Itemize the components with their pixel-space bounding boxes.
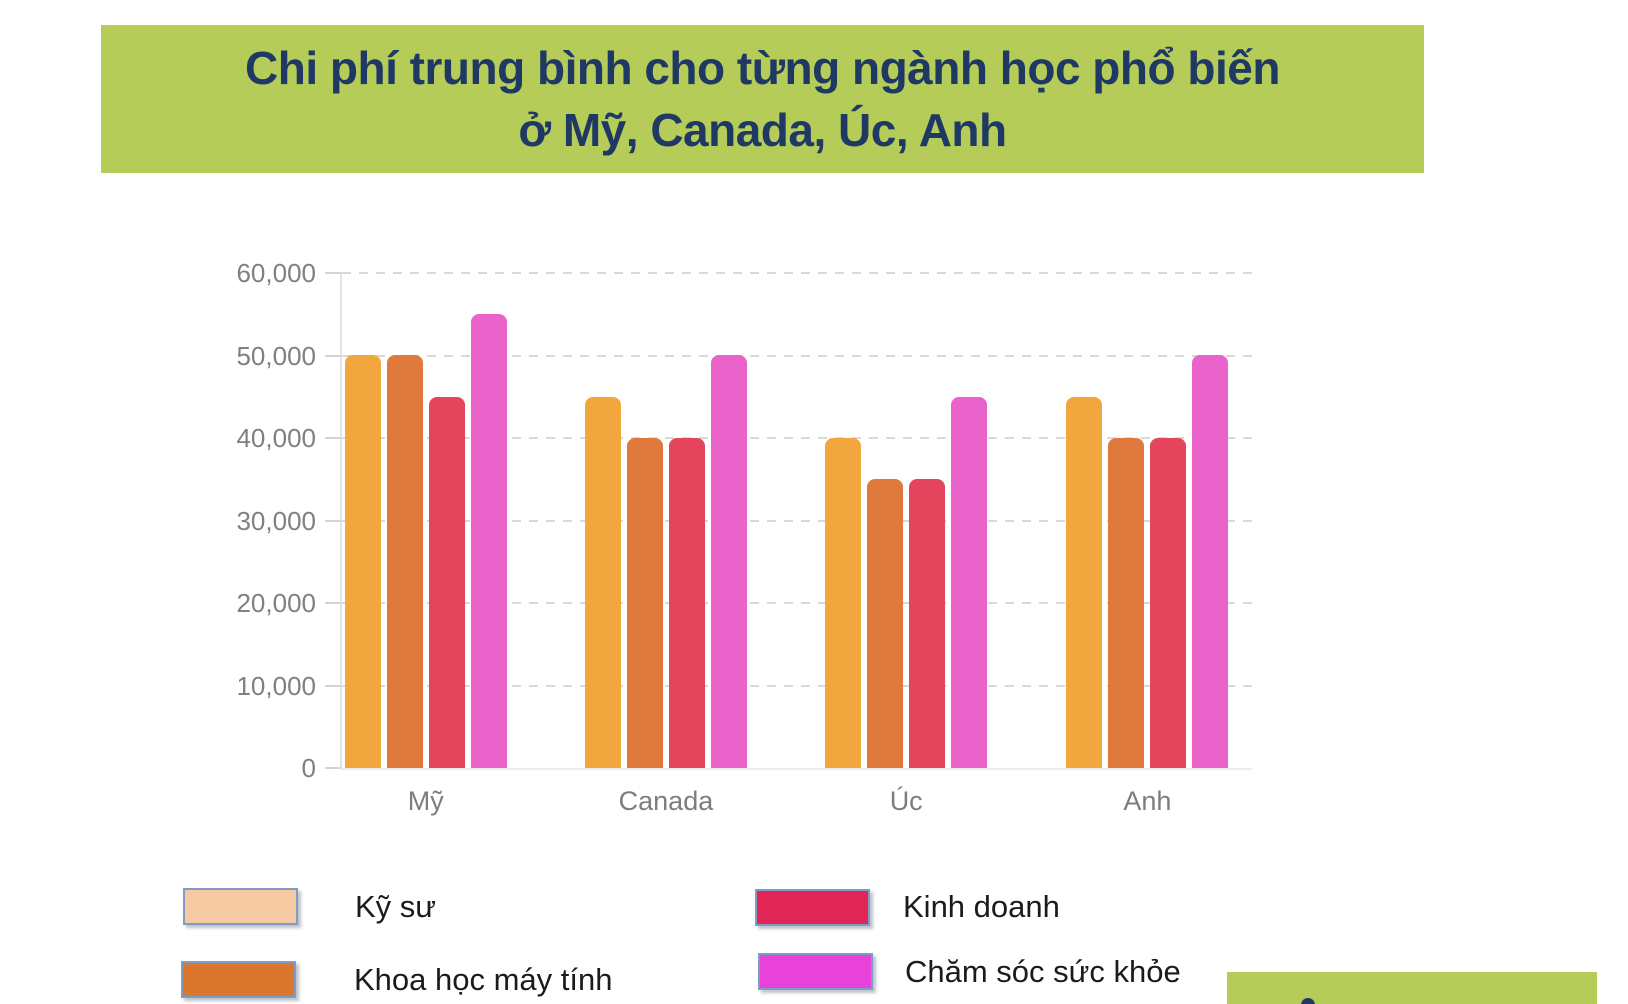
bar-group-Úc: [825, 397, 988, 768]
y-gridline: [342, 272, 1252, 274]
bar: [470, 314, 507, 768]
y-axis-line: [340, 272, 342, 770]
bar: [668, 438, 705, 768]
y-tick-label: 60,000: [236, 258, 316, 288]
bar: [386, 355, 423, 768]
bar: [825, 438, 862, 768]
y-gridline: [342, 684, 1252, 687]
y-gridline: [342, 354, 1252, 357]
bar: [1108, 438, 1145, 768]
bar: [1150, 438, 1187, 768]
y-tick-label: 10,000: [236, 670, 316, 701]
legend-swatch: [755, 889, 870, 926]
x-axis-label: Mỹ: [407, 786, 444, 816]
legend-label: Kinh doanh: [903, 889, 1060, 924]
y-tickmark: [325, 354, 341, 357]
y-gridline: [342, 519, 1252, 522]
y-tickmark: [325, 272, 341, 274]
chart-title-line1: Chi phí trung bình cho từng ngành học ph…: [245, 42, 1280, 94]
legend-label: Khoa học máy tính: [354, 962, 613, 997]
bar-group-Anh: [1066, 355, 1229, 768]
bar: [1066, 397, 1103, 768]
next-slide-banner: [1227, 972, 1597, 1004]
chart-title-line2: ở Mỹ, Canada, Úc, Anh: [518, 104, 1007, 156]
y-gridline: [342, 437, 1252, 439]
x-axis-label: Canada: [618, 786, 714, 816]
y-tickmark: [325, 602, 341, 604]
bar-group-Canada: [584, 355, 747, 768]
legend-swatch: [758, 953, 873, 990]
bar: [710, 355, 747, 768]
y-tick-label: 30,000: [236, 505, 316, 536]
y-tick-label: 50,000: [236, 340, 316, 371]
bar: [867, 479, 904, 768]
x-axis-label: Anh: [1123, 786, 1172, 816]
y-tick-label: 20,000: [236, 588, 316, 618]
bar: [584, 397, 621, 768]
legend-swatch: [183, 888, 298, 925]
bar-group-Mỹ: [344, 314, 507, 768]
y-tickmark: [325, 519, 341, 522]
y-tick-label: 40,000: [236, 423, 316, 453]
y-tickmark: [325, 437, 341, 439]
bar: [428, 397, 465, 768]
cut-off-text-glyph: [1301, 998, 1315, 1004]
bar: [1192, 355, 1229, 768]
bar: [951, 397, 988, 768]
y-gridline: [342, 602, 1252, 604]
bar: [626, 438, 663, 768]
y-tickmark: [325, 684, 341, 687]
legend-swatch: [181, 961, 296, 998]
legend-label: Kỹ sư: [355, 889, 437, 924]
x-axis-line: [340, 768, 1252, 770]
y-tickmark: [325, 767, 341, 769]
title-banner: Chi phí trung bình cho từng ngành học ph…: [101, 25, 1424, 173]
bar: [909, 479, 946, 768]
x-axis-label: Úc: [889, 786, 923, 816]
legend-label: Chăm sóc sức khỏe: [905, 954, 1181, 989]
y-tick-label: 0: [301, 753, 316, 783]
bar: [344, 355, 381, 768]
